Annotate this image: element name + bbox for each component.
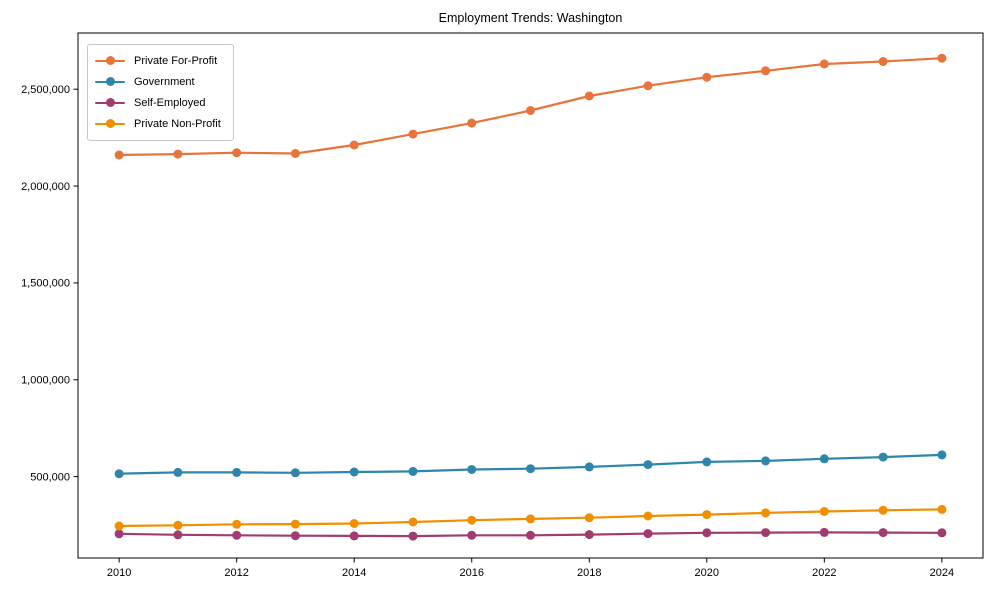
data-point-self-employed [643,529,653,539]
data-point-private-for-profit [878,57,888,66]
data-point-government [584,462,594,472]
data-point-private-non-profit [584,513,594,523]
data-point-government [173,467,183,477]
legend-dot [105,56,115,65]
data-point-government [526,464,535,474]
plot-frame [77,32,984,559]
x-axis-tick-label: 2016 [459,567,483,579]
data-point-private-for-profit [408,129,418,139]
data-point-government [408,466,418,476]
data-point-private-non-profit [290,519,300,529]
data-point-government [702,457,712,467]
legend-item-self-employed: Self-Employed [95,92,221,113]
data-point-private-non-profit [114,521,124,531]
legend-dot [105,119,115,128]
x-axis-tick-label: 2014 [342,567,366,579]
x-axis-tick-label: 2022 [812,567,836,579]
data-point-government [937,450,947,460]
y-axis-tick-label: 2,000,000 [21,181,70,193]
data-point-private-non-profit [878,505,888,515]
data-point-self-employed [467,530,477,540]
data-point-private-for-profit [937,53,947,63]
data-point-government [232,467,242,477]
legend-marker-private-non-profit [95,118,125,130]
legend: Private For-Profit Government Self-Employe… [87,44,234,141]
y-axis-tick-label: 2,500,000 [21,84,70,96]
data-point-private-for-profit [173,149,183,159]
data-point-self-employed [173,530,183,540]
x-axis-tick-label: 2020 [695,567,719,579]
legend-label-government: Government [134,75,195,88]
legend-dot [105,77,115,86]
data-point-government [114,469,124,479]
data-point-self-employed [761,528,771,538]
data-point-self-employed [408,531,418,541]
data-point-government [878,452,888,462]
data-point-private-for-profit [819,59,829,69]
data-point-private-for-profit [702,72,712,82]
data-point-private-non-profit [526,514,535,524]
data-point-government [467,465,477,474]
data-point-private-non-profit [349,519,359,528]
legend-item-private-non-profit: Private Non-Profit [95,113,221,134]
legend-label-private-non-profit: Private Non-Profit [134,117,221,130]
data-point-self-employed [584,530,594,540]
data-point-private-non-profit [408,517,418,527]
data-point-self-employed [702,528,712,538]
x-axis-tick-label: 2010 [107,567,131,579]
data-point-private-non-profit [702,510,712,520]
data-point-private-for-profit [584,91,594,101]
y-axis-tick-label: 1,000,000 [21,375,70,387]
data-point-government [819,454,829,464]
data-point-private-non-profit [937,504,947,514]
data-point-private-for-profit [232,148,242,158]
y-axis-tick-label: 1,500,000 [21,278,70,290]
data-point-self-employed [878,528,888,538]
x-axis-tick-label: 2012 [224,567,248,579]
legend-item-private-for-profit: Private For-Profit [95,50,221,71]
data-point-government [643,460,653,470]
data-point-private-non-profit [232,519,242,529]
data-point-self-employed [232,530,242,540]
data-point-private-for-profit [761,66,771,76]
data-point-self-employed [114,529,124,539]
data-point-private-for-profit [643,81,653,91]
legend-dot [105,98,115,107]
legend-label-private-for-profit: Private For-Profit [134,54,218,67]
data-point-private-for-profit [467,118,477,128]
data-point-self-employed [526,530,535,540]
x-axis-tick-label: 2018 [577,567,601,579]
data-point-government [290,468,300,478]
data-point-self-employed [349,531,359,541]
data-point-private-non-profit [643,511,653,521]
data-point-private-for-profit [349,140,359,150]
legend-marker-private-for-profit [95,55,125,67]
data-point-private-non-profit [761,508,771,518]
data-point-private-for-profit [526,106,535,115]
data-point-private-non-profit [819,507,829,516]
data-point-private-non-profit [173,520,183,530]
chart-title: Employment Trends: Washington [438,11,623,25]
legend-label-self-employed: Self-Employed [134,96,206,109]
data-point-government [761,456,771,466]
data-point-private-for-profit [290,149,300,158]
legend-marker-self-employed [95,97,125,109]
data-point-private-for-profit [114,150,124,160]
x-axis-tick-label: 2024 [930,567,954,579]
data-point-government [349,467,359,477]
data-point-self-employed [290,531,300,541]
data-point-self-employed [819,527,829,537]
y-axis-tick-label: 500,000 [30,471,70,483]
data-point-private-non-profit [467,515,477,525]
legend-item-government: Government [95,71,221,92]
data-point-self-employed [937,528,947,538]
legend-marker-government [95,76,125,88]
